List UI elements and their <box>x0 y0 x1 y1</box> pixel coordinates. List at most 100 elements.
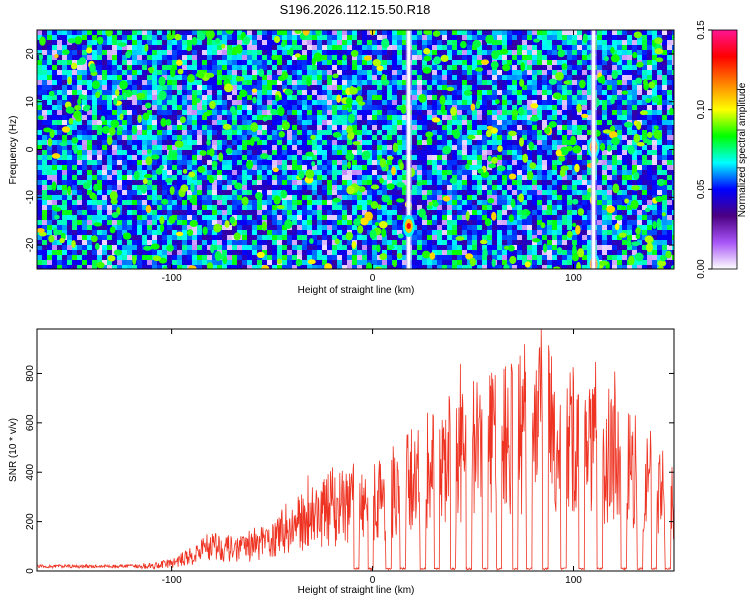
heatmap-cell <box>252 210 258 216</box>
heatmap-cell <box>607 70 613 76</box>
heatmap-cell <box>62 135 68 141</box>
heatmap-cell <box>377 210 383 216</box>
heatmap-cell <box>132 215 138 221</box>
heatmap-cell <box>387 170 393 176</box>
heatmap-cell <box>202 120 208 126</box>
heatmap-cell <box>382 85 388 91</box>
heatmap-cell <box>172 155 178 161</box>
heatmap-cell <box>152 120 158 126</box>
heatmap-cell <box>327 80 333 86</box>
heatmap-cell <box>332 150 338 156</box>
heatmap-cell <box>532 30 538 36</box>
heatmap-cell <box>292 165 298 171</box>
heatmap-cell <box>452 40 458 46</box>
heatmap-cell <box>287 200 293 206</box>
heatmap-cell <box>242 70 248 76</box>
heatmap-cell <box>412 80 418 86</box>
heatmap-cell <box>57 95 63 101</box>
heatmap-cell <box>647 155 653 161</box>
heatmap-cell <box>487 135 493 141</box>
heatmap-cell <box>427 40 433 46</box>
heatmap-cell <box>447 125 453 131</box>
heatmap-cell <box>72 85 78 91</box>
heatmap-cell <box>312 165 318 171</box>
heatmap-cell <box>562 125 568 131</box>
heatmap-cell <box>617 135 623 141</box>
heatmap-cell <box>537 55 543 61</box>
heatmap-cell <box>647 220 653 226</box>
heatmap-cell <box>467 45 473 51</box>
heatmap-cell <box>442 135 448 141</box>
heatmap-cell <box>147 90 153 96</box>
heatmap-cell <box>567 170 573 176</box>
heatmap-cell <box>192 150 198 156</box>
heatmap-cell <box>117 150 123 156</box>
heatmap-cell <box>187 175 193 181</box>
heatmap-cell <box>342 35 348 41</box>
heatmap-cell <box>117 175 123 181</box>
heatmap-cell <box>467 205 473 211</box>
heatmap-cell <box>362 130 368 136</box>
heatmap-cell <box>312 65 318 71</box>
heatmap-cell <box>382 200 388 206</box>
heatmap-cell <box>557 120 563 126</box>
heatmap-cell <box>62 60 68 66</box>
heatmap-cell <box>447 120 453 126</box>
heatmap-cell <box>282 35 288 41</box>
heatmap-cell <box>622 30 628 36</box>
heatmap-cell <box>192 210 198 216</box>
heatmap-cell <box>302 200 308 206</box>
heatmap-cell <box>137 220 143 226</box>
heatmap-cell <box>377 145 383 151</box>
heatmap-cell <box>547 95 553 101</box>
heatmap-cell <box>62 220 68 226</box>
heatmap-cell <box>232 205 238 211</box>
heatmap-cell <box>132 90 138 96</box>
heatmap-cell <box>552 220 558 226</box>
heatmap-cell <box>627 75 633 81</box>
heatmap-cell <box>632 100 638 106</box>
heatmap-cell <box>307 210 313 216</box>
heatmap-cell <box>387 180 393 186</box>
heatmap-cell <box>432 125 438 131</box>
heatmap-cell <box>642 205 648 211</box>
heatmap-cell <box>102 120 108 126</box>
heatmap-cell <box>272 215 278 221</box>
heatmap-cell <box>437 90 443 96</box>
heatmap-cell <box>192 100 198 106</box>
heatmap-cell <box>667 100 673 106</box>
heatmap-cell <box>502 105 508 111</box>
heatmap-cell <box>292 175 298 181</box>
heatmap-cell <box>522 180 528 186</box>
heatmap-cell <box>102 150 108 156</box>
heatmap-cell <box>512 150 518 156</box>
heatmap-cell <box>442 130 448 136</box>
heatmap-cell <box>142 165 148 171</box>
heatmap-cell <box>522 40 528 46</box>
heatmap-cell <box>82 40 88 46</box>
heatmap-cell <box>652 115 658 121</box>
heatmap-cell <box>462 75 468 81</box>
heatmap-cell <box>302 160 308 166</box>
heatmap-cell <box>542 70 548 76</box>
heatmap-cell <box>187 95 193 101</box>
heatmap-cell <box>47 80 53 86</box>
heatmap-cell <box>67 90 73 96</box>
heatmap-cell <box>387 135 393 141</box>
heatmap-cell <box>547 215 553 221</box>
heatmap-cell <box>182 45 188 51</box>
heatmap-cell <box>237 105 243 111</box>
heatmap-cell <box>422 75 428 81</box>
heatmap-cell <box>577 100 583 106</box>
heatmap-cell <box>117 50 123 56</box>
heatmap-cell <box>92 215 98 221</box>
heatmap-cell <box>392 150 398 156</box>
heatmap-cell <box>327 220 333 226</box>
heatmap-cell <box>452 200 458 206</box>
heatmap-cell <box>502 190 508 196</box>
heatmap-cell <box>237 195 243 201</box>
heatmap-cell <box>172 200 178 206</box>
heatmap-cell <box>337 35 343 41</box>
heatmap-cell <box>507 165 513 171</box>
